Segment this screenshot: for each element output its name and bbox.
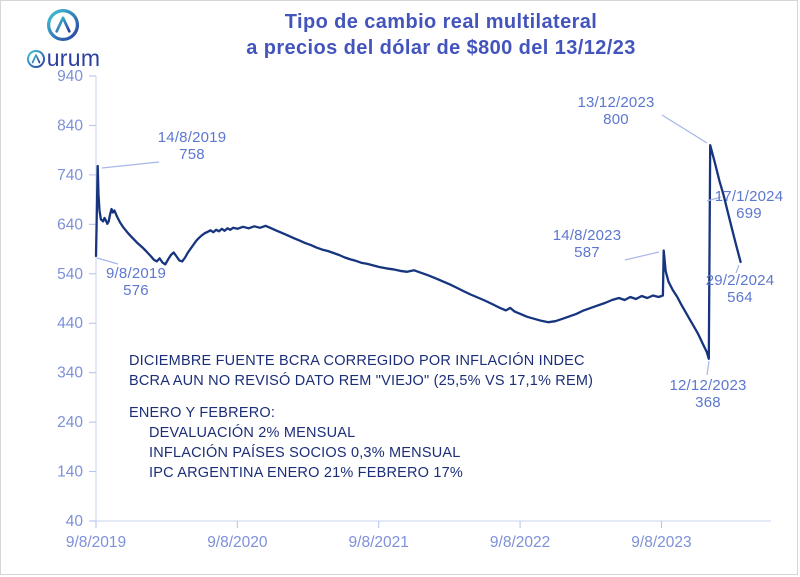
- chart-title: Tipo de cambio real multilateral a preci…: [101, 9, 781, 61]
- y-tick-label: 940: [57, 68, 83, 85]
- annotation-13-12-2023: 13/12/2023 800: [561, 94, 671, 128]
- annotation-9-8-2019: 9/8/2019 576: [81, 265, 191, 299]
- annotation-leader-line: [706, 360, 710, 376]
- annotation-date: 9/8/2019: [106, 265, 166, 282]
- annotation-14-8-2023: 14/8/2023 587: [532, 227, 642, 261]
- annotation-value: 576: [123, 282, 149, 299]
- aurum-logo-icon: [47, 8, 80, 41]
- annotation-date: 14/8/2019: [157, 129, 227, 146]
- y-tick-label: 140: [57, 464, 83, 481]
- annotation-value: 564: [727, 289, 753, 306]
- annotation-value: 699: [736, 205, 762, 222]
- y-tick-label: 40: [66, 513, 84, 530]
- chart-title-line1: Tipo de cambio real multilateral: [284, 11, 598, 33]
- x-tick-label: 9/8/2021: [349, 534, 409, 551]
- annotation-value: 368: [695, 394, 721, 411]
- y-tick-label: 640: [57, 216, 83, 233]
- y-tick-label: 440: [57, 315, 83, 332]
- chart-notes: DICIEMBRE FUENTE BCRA CORREGIDO POR INFL…: [129, 351, 593, 483]
- y-tick-label: 540: [57, 266, 83, 283]
- y-tick-label: 340: [57, 365, 83, 382]
- note-line: BCRA AUN NO REVISÓ DATO REM "VIEJO" (25,…: [129, 373, 594, 389]
- annotation-leader-line: [706, 196, 722, 202]
- annotation-leader-line: [624, 251, 660, 261]
- annotation-14-8-2019: 14/8/2019 758: [137, 129, 247, 163]
- x-tick-label: 9/8/2020: [207, 534, 268, 551]
- y-tick-label: 840: [57, 117, 83, 134]
- annotation-date: 12/12/2023: [669, 377, 747, 394]
- note-line: INFLACIÓN PAÍSES SOCIOS 0,3% MENSUAL: [149, 445, 461, 461]
- series-line: [94, 144, 742, 360]
- x-tick-label: 9/8/2022: [490, 534, 550, 551]
- annotation-date: 14/8/2023: [552, 227, 622, 244]
- y-tick-label: 240: [57, 414, 83, 431]
- aurum-wordmark: urum: [13, 45, 113, 72]
- annotation-12-12-2023: 12/12/2023 368: [653, 377, 763, 411]
- annotation-leader-line: [661, 114, 708, 144]
- x-tick-label: 9/8/2019: [66, 534, 126, 551]
- chart-title-line2: a precios del dólar de $800 del 13/12/23: [246, 37, 636, 59]
- aurum-wordmark-text: urum: [46, 45, 101, 71]
- annotation-17-1-2024: 17/1/2024 699: [694, 188, 797, 222]
- annotation-value: 758: [179, 146, 205, 163]
- note-spacer: [129, 391, 593, 403]
- note-line: DEVALUACIÓN 2% MENSUAL: [149, 425, 356, 441]
- annotation-date: 13/12/2023: [577, 94, 655, 111]
- annotation-value: 587: [574, 244, 600, 261]
- y-tick-label: 740: [57, 167, 83, 184]
- note-line: IPC ARGENTINA ENERO 21% FEBRERO 17%: [149, 465, 464, 481]
- annotation-29-2-2024: 29/2/2024 564: [685, 272, 795, 306]
- note-line: ENERO Y FEBRERO:: [129, 405, 276, 421]
- aurum-logo: urum: [13, 7, 113, 72]
- annotation-leader-line: [735, 264, 740, 274]
- note-line: DICIEMBRE FUENTE BCRA CORREGIDO POR INFL…: [129, 353, 585, 369]
- annotation-date: 29/2/2024: [705, 272, 775, 289]
- x-tick-label: 9/8/2023: [631, 534, 691, 551]
- annotation-value: 800: [603, 111, 629, 128]
- annotation-leader-line: [96, 257, 119, 265]
- aurum-wordmark-a-icon: [26, 49, 45, 68]
- annotation-leader-line: [101, 161, 160, 169]
- annotation-date: 17/1/2024: [714, 188, 784, 205]
